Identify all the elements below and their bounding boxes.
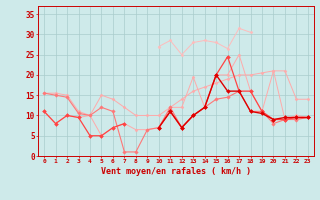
X-axis label: Vent moyen/en rafales ( km/h ): Vent moyen/en rafales ( km/h ) bbox=[101, 167, 251, 176]
